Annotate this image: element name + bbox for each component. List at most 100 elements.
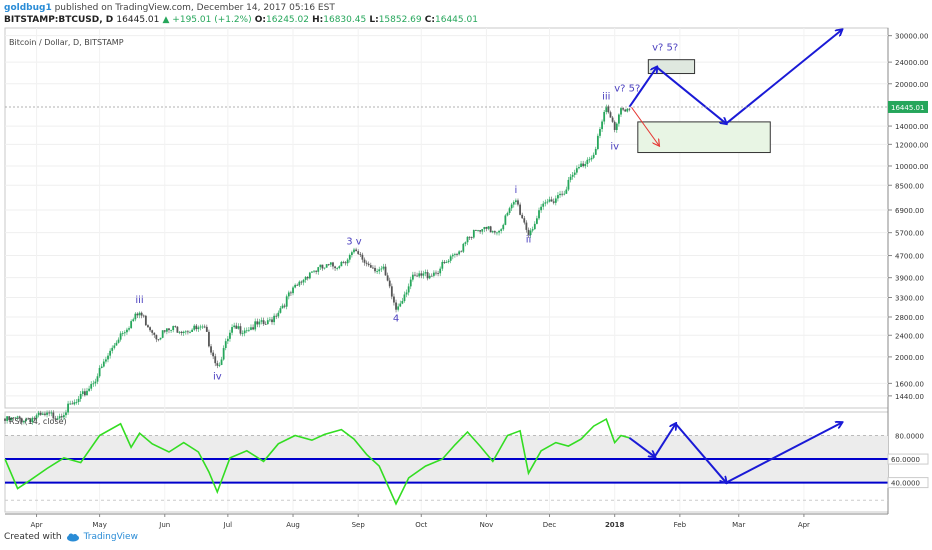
candle-body — [342, 261, 345, 263]
candle-body — [308, 272, 311, 279]
candle-body — [52, 412, 55, 419]
candle-body — [374, 267, 376, 272]
candle-body — [544, 202, 547, 204]
candle-body — [313, 270, 315, 272]
price-tick-label: 3900.00 — [895, 275, 924, 283]
candle-body — [62, 415, 65, 418]
candle-body — [187, 331, 189, 333]
price-tick-label: 3300.00 — [895, 294, 924, 302]
candle-body — [620, 108, 622, 115]
candle-body — [350, 252, 353, 255]
candle-body — [517, 200, 519, 205]
candle-body — [193, 325, 196, 330]
candle-body — [191, 329, 194, 332]
candle-body — [317, 267, 320, 272]
published-text: published on TradingView.com, December 1… — [54, 3, 335, 13]
candle-body — [107, 355, 109, 360]
time-tick-label: Apr — [30, 521, 42, 529]
candle-body — [584, 164, 587, 167]
price-pane — [4, 27, 889, 409]
candle-body — [54, 418, 57, 420]
candle-body — [159, 337, 162, 340]
wave-label: 3 v — [346, 237, 362, 248]
candle-body — [138, 312, 141, 316]
candle-body — [92, 383, 95, 385]
candle-body — [241, 333, 244, 335]
candle-body — [33, 417, 36, 419]
candle-body — [525, 222, 528, 230]
price-tick-label: 2800.00 — [895, 314, 924, 322]
candle-body — [134, 313, 137, 320]
candle-body — [624, 109, 627, 112]
candle-body — [201, 326, 204, 328]
candle-body — [203, 326, 206, 328]
candle-body — [586, 159, 589, 165]
candle-body — [210, 346, 212, 353]
candle-body — [157, 339, 160, 341]
rsi-level-label: 60.0000 — [891, 456, 920, 464]
author-link[interactable]: goldbug1 — [4, 3, 52, 13]
candle-body — [292, 287, 294, 294]
candle-body — [565, 189, 568, 194]
candle-body — [426, 272, 429, 279]
candle-body — [506, 213, 509, 216]
candle-body — [83, 391, 86, 396]
candle-body — [596, 135, 599, 150]
candle-body — [14, 417, 17, 419]
rsi-projection-arrow — [653, 424, 676, 458]
candle-body — [437, 273, 439, 274]
candle-body — [4, 418, 6, 421]
time-tick-label: Jun — [158, 521, 170, 529]
candle-body — [252, 327, 254, 330]
candle-body — [510, 204, 513, 209]
candle-body — [420, 273, 423, 276]
candle-body — [123, 332, 126, 334]
candle-body — [163, 330, 166, 332]
candle-body — [290, 292, 292, 294]
candle-body — [260, 320, 263, 322]
candle-body — [411, 274, 414, 280]
tradingview-brand[interactable]: TradingView — [83, 532, 138, 542]
last-price: 16445.01 — [116, 15, 160, 25]
candle-body — [384, 266, 387, 276]
candle-body — [439, 268, 442, 274]
footer: Created with TradingView — [4, 532, 138, 542]
candle-body — [580, 163, 582, 168]
candle-body — [529, 230, 532, 236]
candle-body — [109, 350, 112, 356]
candle-body — [500, 229, 503, 231]
candle-body — [372, 267, 374, 269]
candle-body — [483, 226, 486, 230]
candle-body — [262, 320, 265, 324]
candle-body — [161, 330, 164, 338]
candle-body — [302, 279, 305, 283]
candle-body — [523, 218, 526, 223]
candle-body — [56, 418, 59, 420]
candle-body — [315, 270, 318, 272]
candle-body — [226, 338, 229, 342]
candle-body — [607, 106, 610, 113]
rsi-level-badge — [887, 477, 929, 489]
candle-body — [155, 334, 158, 340]
candle-body — [229, 332, 231, 339]
price-change: ▲ +195.01 (+1.2%) — [162, 15, 252, 25]
rsi-line — [4, 417, 630, 506]
candle-body — [71, 403, 74, 405]
candle-body — [369, 265, 372, 268]
price-tick-label: 1600.00 — [895, 380, 924, 388]
candle-body — [460, 251, 463, 253]
candle-body — [521, 214, 524, 219]
candle-body — [594, 149, 597, 155]
candle-body — [115, 342, 118, 346]
candle-body — [111, 347, 114, 351]
candle-body — [96, 376, 99, 382]
candle-body — [126, 329, 128, 333]
candle-body — [626, 108, 629, 112]
candle-body — [58, 416, 61, 419]
wave-label: i — [514, 185, 517, 196]
candle-body — [334, 266, 336, 269]
high-label: H: — [312, 15, 324, 25]
candle-body — [336, 268, 339, 269]
candle-body — [611, 117, 614, 122]
